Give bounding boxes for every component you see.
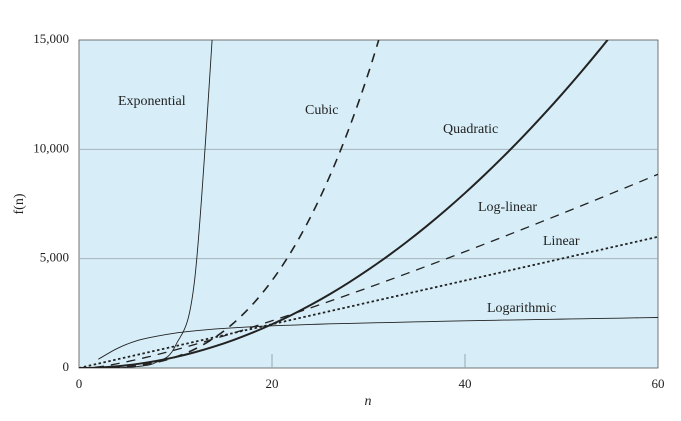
series-label: Log-linear [478,200,537,215]
x-tick-label: 40 [459,376,472,391]
y-tick-label: 5,000 [40,250,69,265]
y-axis-label: f(n) [12,193,27,214]
x-tick-label: 60 [652,376,665,391]
series-line [79,235,658,368]
series-line [79,40,380,368]
series-line [79,40,609,368]
series-line [79,173,658,368]
x-tick-label: 0 [76,376,83,391]
series-label: Linear [543,234,580,249]
series-label: Exponential [118,94,186,109]
series-label: Cubic [305,103,338,118]
y-tick-label: 15,000 [33,31,69,46]
series-label: Logarithmic [487,301,556,316]
series-label: Quadratic [443,122,498,137]
series-line [98,317,658,360]
plot-lines [79,40,658,368]
x-axis-label: n [365,394,372,409]
x-tick-label: 20 [266,376,279,391]
y-tick-label: 0 [63,359,70,374]
y-tick-label: 10,000 [33,140,69,155]
